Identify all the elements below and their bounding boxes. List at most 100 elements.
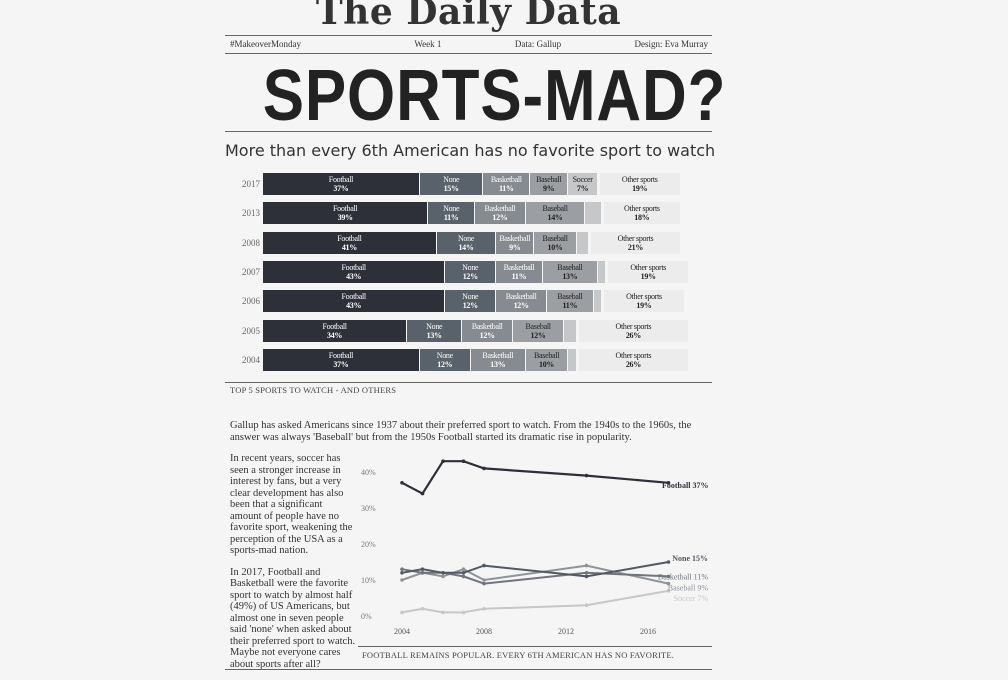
data-point xyxy=(584,473,589,478)
bar-segment-other-sports: Other sports 19% xyxy=(604,290,685,313)
segment-value: 13% xyxy=(562,271,578,281)
bar-segment-soccer xyxy=(593,290,603,313)
bar-segment-other-sports: Other sports 26% xyxy=(578,348,689,371)
bar-segment-soccer xyxy=(564,319,577,342)
hashtag: #MakeoverMonday xyxy=(230,39,301,49)
data-point xyxy=(666,574,671,579)
divider xyxy=(358,646,712,647)
segment-value: 21% xyxy=(627,242,644,252)
bar-segment-soccer: Soccer 7% xyxy=(568,173,598,195)
segment-value: 43% xyxy=(346,301,362,311)
segment-value: 12% xyxy=(492,213,508,223)
segment-value: 19% xyxy=(632,184,648,193)
segment-name: Football xyxy=(328,350,354,360)
line-chart-caption: FOOTBALL REMAINS POPULAR. EVERY 6TH AMER… xyxy=(362,650,675,660)
segment-name: Baseball xyxy=(542,233,568,243)
segment-name: Football xyxy=(341,262,367,272)
data-point xyxy=(482,466,486,471)
bar-segment-other-sports: Other sports 19% xyxy=(608,260,689,283)
bar-segment-none: None 12% xyxy=(419,348,471,371)
segment-name: Football xyxy=(333,204,358,214)
bar-year-label: 2005 xyxy=(242,325,260,336)
data-point xyxy=(482,563,486,568)
segment-value: 15% xyxy=(443,184,459,193)
segment-value: 41% xyxy=(341,242,357,252)
segment-name: Basketball xyxy=(499,233,531,243)
segment-value: 12% xyxy=(530,330,546,340)
data-point xyxy=(461,567,466,571)
bar-segment-basketball: Basketball 9% xyxy=(496,231,535,254)
segment-name: None xyxy=(443,175,460,184)
end-label: Baseball 9% xyxy=(668,584,709,593)
data-point xyxy=(400,481,404,485)
segment-name: Football xyxy=(322,321,347,331)
data-point xyxy=(666,560,671,564)
data-point xyxy=(441,571,445,575)
data-point xyxy=(584,603,589,607)
segment-name: Basketball xyxy=(471,321,503,331)
segment-name: Basketball xyxy=(484,204,516,214)
data-point xyxy=(482,578,486,582)
bar-segment-basketball: Basketball 13% xyxy=(470,348,526,371)
bar-segment-football: Football 37% xyxy=(263,173,420,195)
data-point xyxy=(584,571,589,575)
data-point xyxy=(584,563,589,568)
bar-segment-none: None 12% xyxy=(445,290,497,313)
bar-segment-none: None 11% xyxy=(428,202,475,225)
bar-segment-none: None 13% xyxy=(407,319,463,342)
bar-segment-football: Football 41% xyxy=(263,231,437,254)
bar-segment-football: Football 34% xyxy=(263,319,408,342)
segment-name: Basketball xyxy=(503,262,535,272)
bar-year-label: 2008 xyxy=(242,237,260,248)
segment-value: 37% xyxy=(333,184,349,193)
week: Week 1 xyxy=(414,39,442,49)
segment-value: 14% xyxy=(458,242,474,252)
segment-name: Other sports xyxy=(617,233,654,243)
bar-segment-soccer xyxy=(568,348,577,371)
data-point xyxy=(666,581,671,586)
x-tick-label: 2004 xyxy=(394,627,410,636)
bar-segment-soccer xyxy=(585,202,603,225)
divider xyxy=(225,131,712,132)
masthead-title: The Daily Data xyxy=(315,0,622,33)
data-point xyxy=(461,574,466,579)
design-credit: Design: Eva Murray xyxy=(634,39,708,49)
line-football xyxy=(401,460,669,496)
segment-value: 12% xyxy=(437,359,453,369)
segment-name: Football xyxy=(328,175,354,184)
segment-name: None xyxy=(462,262,479,272)
segment-name: Baseball xyxy=(557,262,583,272)
segment-value: 11% xyxy=(443,213,459,223)
y-tick-label: 30% xyxy=(361,504,376,513)
bar-segment-soccer xyxy=(597,260,607,283)
data-point xyxy=(441,574,445,579)
data-point xyxy=(420,571,425,575)
data-point xyxy=(400,567,404,571)
segment-name: Other sports xyxy=(626,292,662,302)
segment-name: Football xyxy=(341,292,367,302)
segment-name: Football xyxy=(337,233,362,243)
bar-segment-basketball: Basketball 11% xyxy=(496,260,543,283)
bar-segment-basketball: Basketball 11% xyxy=(483,173,531,195)
line-soccer xyxy=(401,589,669,614)
data-point xyxy=(482,581,486,586)
segment-name: None xyxy=(426,321,443,331)
segment-value: 37% xyxy=(333,359,349,369)
segment-value: 13% xyxy=(426,330,442,340)
segment-value: 12% xyxy=(462,301,478,311)
y-tick-label: 10% xyxy=(361,576,376,585)
bar-segment-soccer xyxy=(576,231,590,254)
segment-value: 14% xyxy=(547,213,563,223)
divider xyxy=(225,669,712,670)
data-point xyxy=(666,589,671,593)
bar-segment-baseball: Baseball 12% xyxy=(513,319,565,342)
paragraph-2017: In 2017, Football and Basketball were th… xyxy=(230,566,356,670)
bar-segment-none: None 12% xyxy=(445,260,497,283)
data-point xyxy=(461,459,466,463)
bar-segment-baseball: Baseball 11% xyxy=(547,290,594,313)
masthead-meta: #MakeoverMonday Week 1 Data: Gallup Desi… xyxy=(230,39,708,50)
bar-year-label: 2017 xyxy=(242,179,260,189)
segment-name: Baseball xyxy=(525,321,551,331)
segment-name: None xyxy=(436,350,453,360)
